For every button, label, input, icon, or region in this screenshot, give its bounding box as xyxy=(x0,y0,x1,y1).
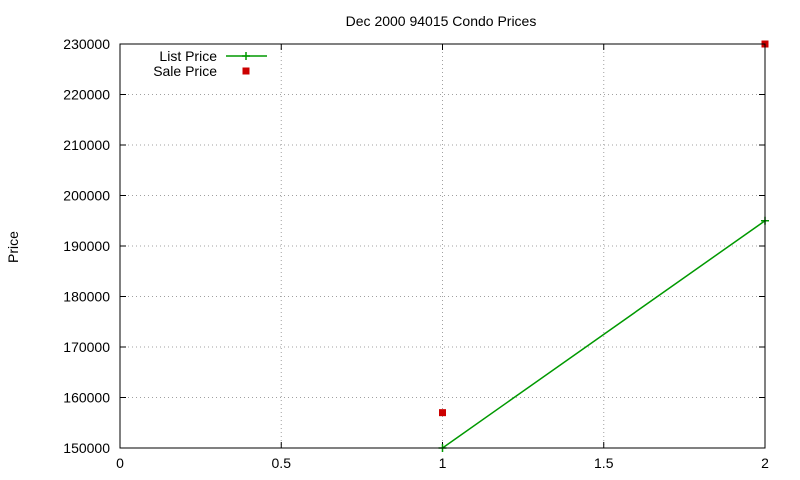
x-tick-label: 0 xyxy=(116,455,124,471)
y-tick-label: 160000 xyxy=(63,390,110,406)
list-price-line xyxy=(442,220,766,449)
y-tick-label: 150000 xyxy=(63,440,110,456)
y-tick-label: 170000 xyxy=(63,339,110,355)
grid xyxy=(120,44,765,448)
x-tick-label: 0.5 xyxy=(272,455,292,471)
y-tick-label: 180000 xyxy=(63,289,110,305)
plot-frame xyxy=(119,43,766,449)
sale-price-legend-marker xyxy=(242,67,250,75)
y-tick-label: 210000 xyxy=(63,137,110,153)
x-tick-label: 1.5 xyxy=(594,455,614,471)
sale-price-point xyxy=(439,409,446,417)
axis-ticks: 1500001600001700001800001900002000002100… xyxy=(63,36,769,471)
x-tick-label: 1 xyxy=(439,455,447,471)
list-price-legend-marker xyxy=(242,52,250,60)
y-axis-label: Price xyxy=(5,231,21,263)
y-tick-label: 200000 xyxy=(63,188,110,204)
legend-label: List Price xyxy=(159,48,217,64)
y-tick-label: 190000 xyxy=(63,238,110,254)
x-tick-label: 2 xyxy=(761,455,769,471)
chart-title: Dec 2000 94015 Condo Prices xyxy=(346,13,537,29)
legend-label: Sale Price xyxy=(153,63,217,79)
y-tick-label: 230000 xyxy=(63,36,110,52)
y-tick-label: 220000 xyxy=(63,87,110,103)
